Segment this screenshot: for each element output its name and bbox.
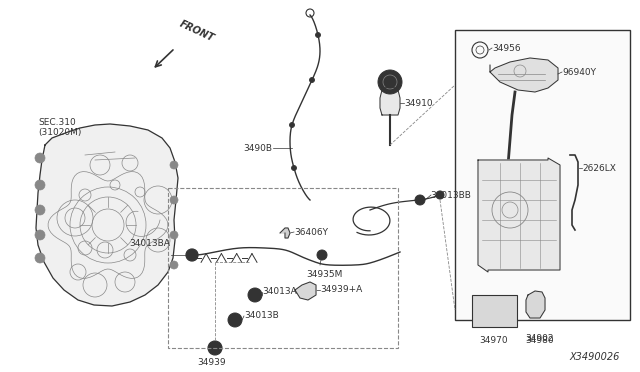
Text: 34902: 34902 xyxy=(525,334,554,343)
Circle shape xyxy=(170,196,178,204)
Text: 34939+A: 34939+A xyxy=(320,285,362,295)
FancyBboxPatch shape xyxy=(472,295,517,327)
Text: 96940Y: 96940Y xyxy=(562,67,596,77)
Circle shape xyxy=(35,205,45,215)
Text: (31020M): (31020M) xyxy=(38,128,81,137)
Text: 34956: 34956 xyxy=(492,44,520,52)
Text: X3490026: X3490026 xyxy=(570,352,620,362)
Text: 34980: 34980 xyxy=(525,336,554,345)
Text: 34013B: 34013B xyxy=(244,311,279,321)
Circle shape xyxy=(415,195,425,205)
Circle shape xyxy=(35,180,45,190)
Circle shape xyxy=(186,249,198,261)
Circle shape xyxy=(35,230,45,240)
Circle shape xyxy=(316,32,321,38)
Circle shape xyxy=(291,166,296,170)
Text: 36406Y: 36406Y xyxy=(294,228,328,237)
Text: 34910: 34910 xyxy=(404,99,433,108)
FancyBboxPatch shape xyxy=(455,30,630,320)
Text: 3490B: 3490B xyxy=(243,144,272,153)
Text: 2626LX: 2626LX xyxy=(582,164,616,173)
Circle shape xyxy=(228,313,242,327)
Polygon shape xyxy=(295,282,316,300)
Circle shape xyxy=(436,191,444,199)
Circle shape xyxy=(170,231,178,239)
Circle shape xyxy=(248,288,262,302)
Circle shape xyxy=(317,250,327,260)
Polygon shape xyxy=(380,85,400,115)
Circle shape xyxy=(35,153,45,163)
Polygon shape xyxy=(526,291,545,318)
Polygon shape xyxy=(36,124,178,306)
Text: 34935M: 34935M xyxy=(306,270,342,279)
Circle shape xyxy=(289,122,294,128)
Text: 34970: 34970 xyxy=(480,336,508,345)
Circle shape xyxy=(170,161,178,169)
Circle shape xyxy=(208,341,222,355)
Polygon shape xyxy=(490,58,558,92)
Text: 34013BB: 34013BB xyxy=(430,190,471,199)
Text: 34013A: 34013A xyxy=(262,288,297,296)
Circle shape xyxy=(170,261,178,269)
Circle shape xyxy=(378,70,402,94)
Circle shape xyxy=(35,253,45,263)
Text: SEC.310: SEC.310 xyxy=(38,118,76,127)
Text: 34939: 34939 xyxy=(198,358,227,367)
Text: FRONT: FRONT xyxy=(178,19,216,44)
Polygon shape xyxy=(280,228,290,238)
Polygon shape xyxy=(478,158,560,272)
Circle shape xyxy=(310,77,314,83)
Text: 34013BA: 34013BA xyxy=(129,238,170,247)
